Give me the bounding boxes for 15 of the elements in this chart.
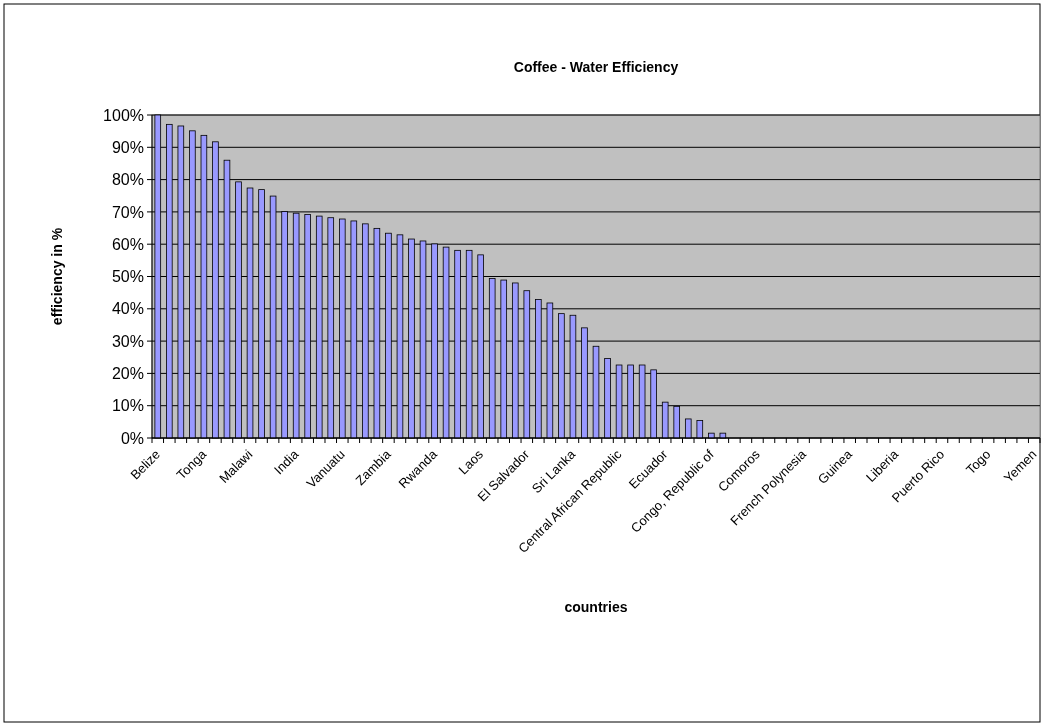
- y-tick-label: 20%: [111, 365, 144, 382]
- y-tick-label: 70%: [111, 203, 144, 221]
- y-axis-title: efficiency in %: [49, 227, 65, 326]
- y-tick-label: 40%: [111, 300, 144, 318]
- chart-title: Coffee - Water Efficiency: [513, 59, 679, 75]
- y-tick-label: 50%: [111, 268, 144, 286]
- y-tick-label: 10%: [111, 397, 144, 415]
- x-tick-label: Togo: [962, 446, 994, 478]
- y-tick-label: 60%: [111, 235, 144, 253]
- y-tick-label: 0%: [120, 429, 144, 447]
- x-axis-title: countries: [564, 599, 628, 615]
- y-tick-label: 30%: [111, 332, 144, 350]
- y-tick-label: 80%: [111, 171, 144, 189]
- y-tick-label: 100%: [103, 106, 144, 124]
- y-tick-label: 90%: [111, 138, 144, 156]
